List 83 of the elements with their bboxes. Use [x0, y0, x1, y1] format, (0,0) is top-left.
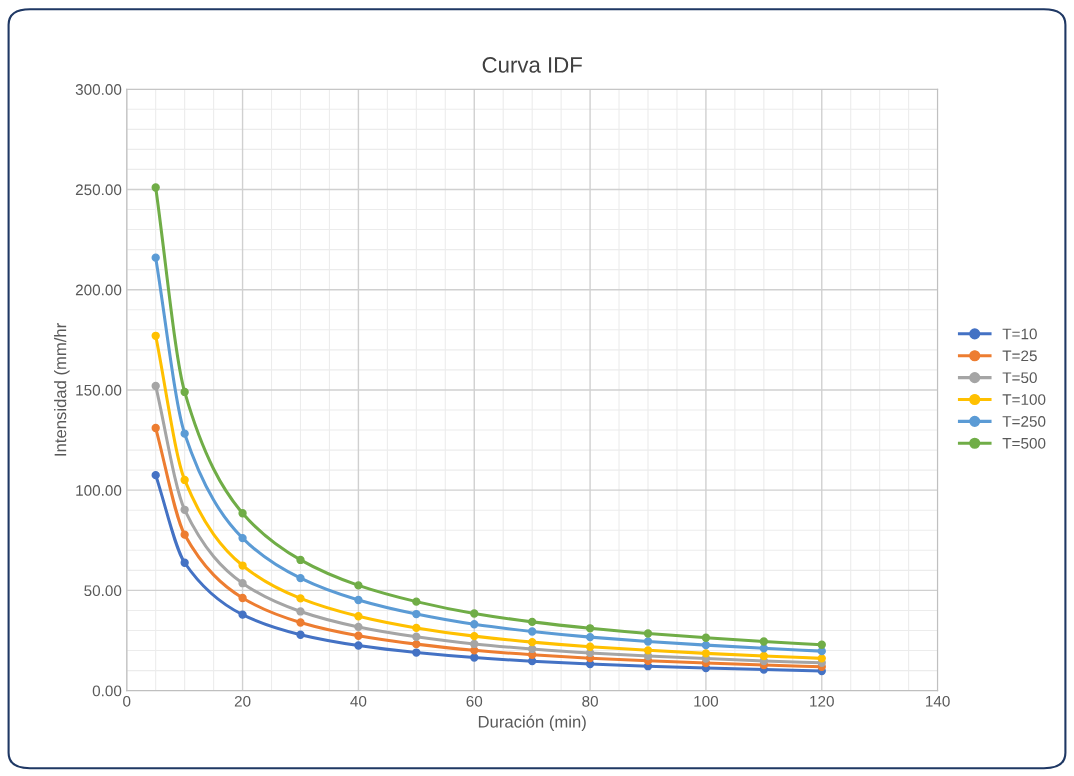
point [412, 639, 421, 649]
point [470, 609, 479, 618]
y-tick-label: 250.00 [75, 184, 122, 196]
y-tick-label: 100.00 [76, 485, 122, 496]
point [296, 630, 305, 639]
point [527, 617, 537, 627]
point [643, 629, 653, 638]
point [701, 640, 711, 650]
legend-label: T=250 [1002, 416, 1046, 427]
point [759, 637, 769, 646]
point [151, 381, 160, 391]
x-tick-label: 80 [582, 695, 598, 707]
point [817, 654, 826, 663]
x-tick-label: 140 [926, 695, 950, 707]
y-tick-label: 0.00 [92, 685, 122, 697]
point [585, 632, 595, 642]
point [643, 637, 653, 646]
x-tick-label: 40 [350, 695, 367, 707]
point [238, 509, 247, 518]
point [296, 594, 305, 603]
point [354, 595, 363, 605]
point [412, 597, 421, 606]
point [151, 253, 160, 262]
point [470, 639, 479, 649]
point [180, 387, 189, 397]
chart-title: Curva IDF [482, 57, 582, 73]
point [412, 648, 421, 657]
point [296, 574, 305, 583]
point [238, 579, 247, 588]
point [354, 641, 363, 650]
point [527, 644, 537, 654]
point [701, 649, 711, 658]
point [151, 470, 160, 480]
y-tick-label: 150.00 [76, 384, 122, 396]
point [180, 505, 189, 514]
point [527, 627, 537, 636]
point [527, 637, 537, 647]
point [585, 642, 595, 651]
point [238, 533, 247, 543]
point [585, 624, 595, 633]
x-tick-label: 0 [123, 695, 131, 707]
point [296, 618, 305, 627]
point [296, 555, 305, 565]
y-tick-label: 200.00 [75, 284, 122, 296]
point [470, 653, 479, 662]
legend-label: T=100 [1002, 394, 1046, 405]
point [354, 631, 363, 640]
point [759, 651, 769, 661]
x-tick-label: 60 [466, 695, 483, 707]
point [701, 633, 711, 642]
legend-label: T=500 [1002, 437, 1046, 449]
point [817, 640, 826, 649]
x-tick-label: 20 [234, 695, 251, 707]
point [354, 581, 363, 590]
point [412, 609, 421, 619]
point [759, 644, 769, 653]
point [643, 646, 653, 655]
point [470, 631, 479, 641]
point [412, 632, 421, 641]
legend-label: T=10 [1002, 328, 1037, 340]
legend-label: T=50 [1002, 372, 1037, 384]
y-tick-label: 50.00 [84, 585, 122, 597]
point [354, 612, 363, 621]
point [470, 620, 479, 629]
point [412, 623, 421, 633]
point [151, 423, 160, 433]
point [238, 561, 247, 570]
point [354, 622, 363, 632]
x-tick-label: 100 [694, 695, 719, 707]
x-tick-label: 120 [810, 695, 834, 707]
point [238, 610, 247, 619]
x-axis-title: Duración (min) [478, 715, 586, 732]
point [151, 331, 160, 340]
point [180, 475, 189, 485]
legend-label: T=25 [1002, 350, 1037, 362]
point [180, 558, 189, 567]
y-axis-title: Intensidad (mm/hr [54, 323, 70, 456]
y-tick-label: 300.00 [75, 84, 122, 95]
point [238, 593, 247, 603]
point [296, 607, 305, 616]
point [180, 429, 189, 438]
point [151, 183, 160, 192]
point [180, 530, 189, 539]
